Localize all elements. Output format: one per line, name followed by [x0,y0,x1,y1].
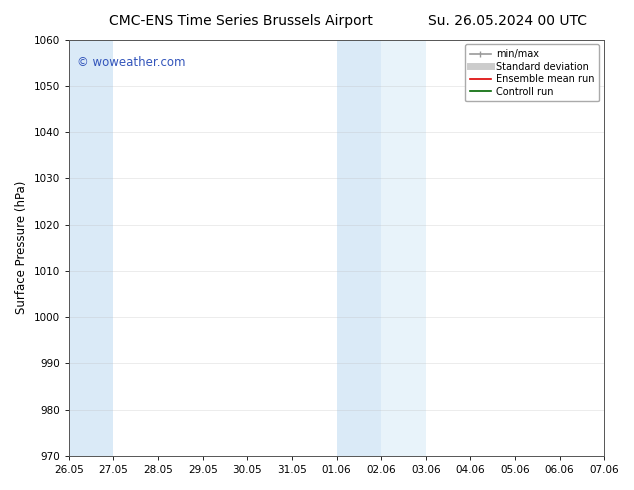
Bar [337,40,381,456]
Bar [69,40,113,456]
Bar [381,40,426,456]
Y-axis label: Surface Pressure (hPa): Surface Pressure (hPa) [15,181,28,315]
Text: © woweather.com: © woweather.com [77,56,185,69]
Legend: min/max, Standard deviation, Ensemble mean run, Controll run: min/max, Standard deviation, Ensemble me… [465,45,599,101]
Text: CMC-ENS Time Series Brussels Airport: CMC-ENS Time Series Brussels Airport [109,14,373,28]
Text: Su. 26.05.2024 00 UTC: Su. 26.05.2024 00 UTC [428,14,586,28]
